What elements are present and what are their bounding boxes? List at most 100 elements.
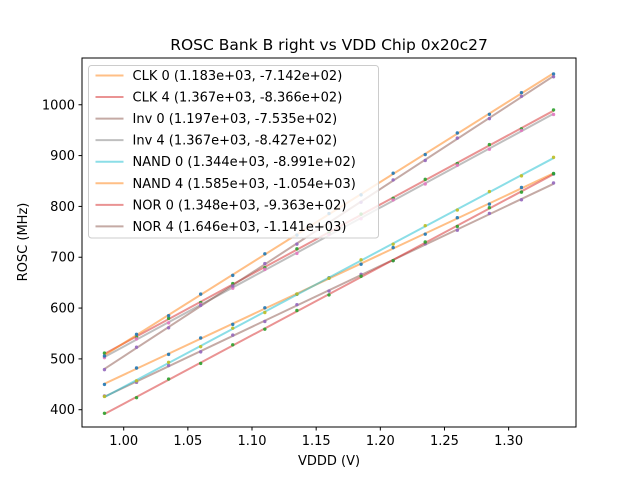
data-point bbox=[134, 366, 139, 370]
data-point bbox=[263, 267, 267, 272]
data-point bbox=[455, 131, 460, 135]
data-point bbox=[295, 251, 299, 256]
data-point bbox=[519, 174, 524, 178]
data-point bbox=[166, 316, 171, 321]
data-point bbox=[231, 273, 235, 278]
data-point bbox=[423, 177, 427, 182]
legend-entry-label: NAND 4 (1.585e+03, -1.054e+03) bbox=[133, 177, 356, 192]
data-point bbox=[295, 308, 299, 313]
data-point bbox=[166, 326, 171, 330]
data-point bbox=[551, 75, 556, 79]
data-point bbox=[359, 262, 363, 266]
data-point bbox=[327, 289, 331, 293]
chart-title: ROSC Bank B right vs VDD Chip 0x20c27 bbox=[170, 36, 488, 54]
data-point bbox=[487, 142, 492, 147]
data-point bbox=[487, 211, 492, 216]
legend-entry-label: Inv 4 (1.367e+03, -8.427e+02) bbox=[133, 134, 338, 149]
y-tick-label: 500 bbox=[50, 352, 75, 367]
legend-entry-nand-4: NAND 4 (1.585e+03, -1.054e+03) bbox=[95, 177, 356, 192]
data-point bbox=[166, 363, 171, 368]
data-point bbox=[391, 245, 395, 250]
data-point bbox=[487, 206, 492, 210]
legend-entry-label: NOR 4 (1.646e+03, -1.141e+03) bbox=[133, 220, 347, 235]
data-point bbox=[455, 224, 460, 229]
data-point bbox=[327, 293, 331, 297]
data-point bbox=[102, 382, 107, 387]
data-point bbox=[391, 198, 395, 202]
data-point bbox=[391, 258, 395, 263]
data-point bbox=[423, 232, 427, 236]
data-point bbox=[423, 182, 427, 186]
data-point bbox=[455, 228, 460, 232]
data-point bbox=[391, 178, 395, 182]
x-tick-label: 1.05 bbox=[173, 434, 202, 449]
data-point bbox=[455, 208, 460, 212]
data-point bbox=[519, 94, 524, 98]
data-point bbox=[487, 189, 492, 194]
data-point bbox=[231, 343, 235, 347]
data-point bbox=[198, 361, 203, 366]
data-point bbox=[551, 72, 556, 76]
data-point bbox=[487, 147, 492, 151]
data-point bbox=[551, 181, 556, 185]
data-point bbox=[102, 367, 107, 372]
data-point bbox=[551, 112, 556, 117]
legend-frame bbox=[88, 65, 379, 239]
data-point bbox=[102, 354, 107, 358]
legend-entry-label: NOR 0 (1.348e+03, -9.363e+02) bbox=[133, 198, 347, 213]
y-tick-label: 600 bbox=[50, 302, 75, 317]
y-tick-label: 700 bbox=[50, 251, 75, 266]
data-point bbox=[487, 116, 492, 121]
legend-entry-clk-4: CLK 4 (1.367e+03, -8.366e+02) bbox=[95, 91, 343, 106]
data-point bbox=[134, 395, 139, 400]
legend: CLK 0 (1.183e+03, -7.142e+02) CLK 4 (1.36… bbox=[88, 65, 379, 239]
legend-entry-label: CLK 0 (1.183e+03, -7.142e+02) bbox=[133, 69, 343, 84]
legend-entry-inv-0: Inv 0 (1.197e+03, -7.535e+02) bbox=[95, 112, 337, 127]
data-point bbox=[231, 333, 235, 337]
data-point bbox=[423, 152, 427, 157]
data-point bbox=[166, 352, 171, 357]
data-point bbox=[263, 306, 267, 310]
data-point bbox=[423, 223, 427, 228]
data-point bbox=[391, 242, 395, 246]
data-point bbox=[519, 190, 524, 194]
axes-frame bbox=[81, 57, 577, 428]
data-point bbox=[263, 327, 267, 331]
series-nor-0 bbox=[102, 171, 556, 415]
data-point bbox=[359, 258, 363, 262]
data-point bbox=[134, 379, 139, 383]
data-point bbox=[295, 247, 299, 251]
data-point bbox=[166, 360, 171, 364]
data-point bbox=[102, 394, 107, 399]
data-point bbox=[455, 163, 460, 167]
data-point bbox=[263, 319, 267, 324]
data-point bbox=[359, 274, 363, 278]
data-point bbox=[198, 292, 203, 296]
series-nand-0 bbox=[102, 155, 556, 399]
data-point bbox=[198, 336, 203, 340]
y-tick-label: 1000 bbox=[42, 98, 75, 113]
data-point bbox=[487, 202, 492, 206]
x-tick-label: 1.25 bbox=[430, 434, 459, 449]
data-point bbox=[198, 344, 203, 349]
x-axis-ticks: 1.00 1.05 1.10 1.15 1.20 1.25 1.30 bbox=[109, 427, 523, 449]
data-point bbox=[263, 261, 267, 266]
x-tick-label: 1.30 bbox=[494, 434, 523, 449]
data-point bbox=[295, 302, 299, 307]
data-point bbox=[423, 240, 427, 244]
x-tick-label: 1.15 bbox=[302, 434, 331, 449]
data-point bbox=[134, 332, 139, 337]
data-point bbox=[166, 313, 171, 318]
legend-entry-label: CLK 4 (1.367e+03, -8.366e+02) bbox=[133, 91, 343, 106]
data-point bbox=[231, 326, 235, 330]
data-point bbox=[263, 252, 267, 256]
data-point bbox=[423, 158, 427, 163]
y-axis-label: ROSC (MHz) bbox=[16, 203, 31, 282]
y-tick-label: 900 bbox=[50, 149, 75, 164]
x-axis-label: VDDD (V) bbox=[298, 454, 360, 469]
data-point bbox=[166, 321, 171, 325]
x-tick-label: 1.10 bbox=[238, 434, 267, 449]
data-point bbox=[327, 276, 331, 281]
